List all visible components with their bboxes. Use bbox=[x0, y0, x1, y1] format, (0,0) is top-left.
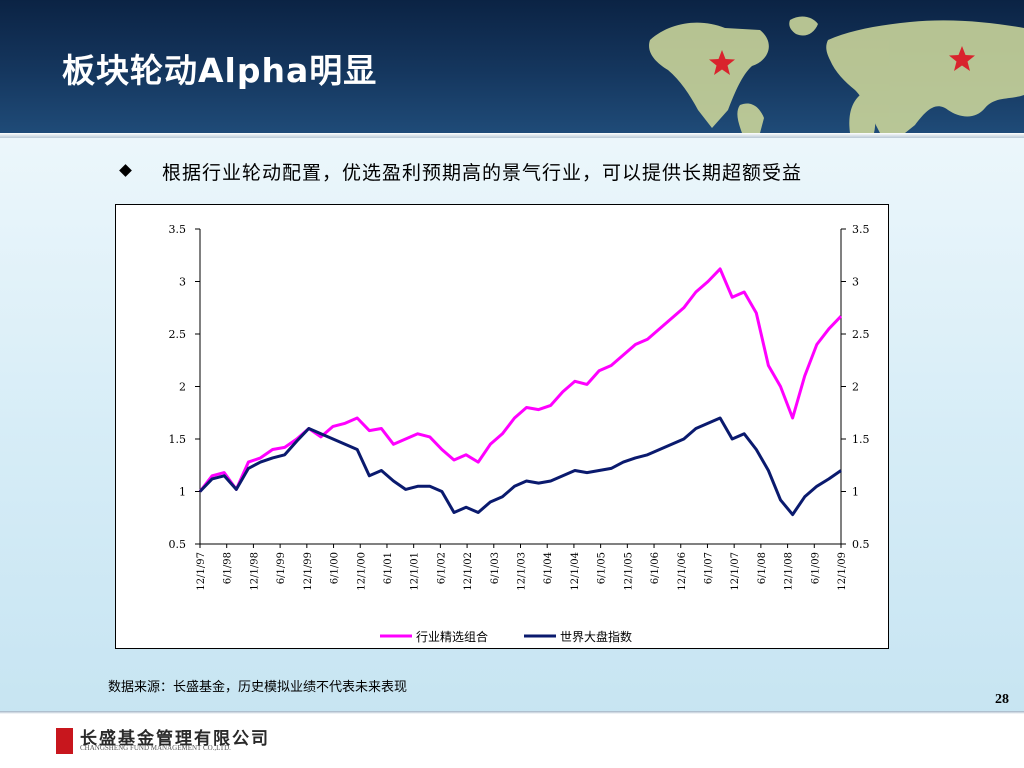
y2-tick-label: 2 bbox=[852, 381, 859, 394]
y-tick-label: 3.5 bbox=[169, 223, 187, 236]
y2-tick-label: 2.5 bbox=[852, 328, 870, 341]
footer-divider bbox=[0, 711, 1024, 714]
x-tick-label: 12/1/03 bbox=[517, 552, 528, 591]
y2-tick-label: 3.5 bbox=[852, 223, 870, 236]
x-tick-label: 6/1/00 bbox=[330, 552, 341, 584]
x-tick-label: 6/1/99 bbox=[276, 552, 287, 584]
source-note: 数据来源：长盛基金，历史模拟业绩不代表未来表现 bbox=[108, 680, 408, 695]
company-name-en: CHANGSHENG FUND MANAGEMENT CO.,LTD. bbox=[80, 744, 231, 752]
footer bbox=[0, 714, 1024, 768]
y2-tick-label: 1.5 bbox=[852, 433, 870, 446]
x-tick-label: 6/1/06 bbox=[650, 552, 661, 584]
x-tick-label: 6/1/01 bbox=[383, 552, 394, 584]
x-tick-label: 6/1/08 bbox=[757, 552, 768, 584]
legend-label-2: 世界大盘指数 bbox=[560, 629, 632, 644]
page-number: 28 bbox=[995, 692, 1009, 707]
header-divider bbox=[0, 133, 1024, 138]
y-tick-label: 2.5 bbox=[169, 328, 187, 341]
x-tick-label: 12/1/02 bbox=[463, 552, 474, 591]
x-tick-label: 6/1/05 bbox=[597, 552, 608, 584]
legend-label-1: 行业精选组合 bbox=[416, 629, 488, 644]
company-logo-icon bbox=[56, 728, 73, 754]
bullet-text: 根据行业轮动配置，优选盈利预期高的景气行业，可以提供长期超额受益 bbox=[162, 162, 803, 184]
x-tick-label: 6/1/03 bbox=[490, 552, 501, 584]
star-icon bbox=[709, 46, 975, 75]
y2-tick-label: 1 bbox=[852, 486, 859, 499]
series-line-2 bbox=[198, 416, 842, 517]
chart-frame: 0.5 1 1.5 2 2.5 3 3.5 0.5 1 1.5 2 2.5 3 3.5 12/1/97 6/1… bbox=[115, 204, 889, 649]
x-tick-label: 12/1/04 bbox=[570, 552, 581, 591]
header-banner: 板块轮动Alpha明显 bbox=[0, 0, 1024, 133]
x-tick-label: 12/1/98 bbox=[249, 552, 260, 591]
x-tick-label: 12/1/97 bbox=[196, 552, 207, 591]
y-tick-label: 0.5 bbox=[169, 538, 187, 551]
x-tick-label: 6/1/02 bbox=[436, 552, 447, 584]
x-tick-label: 6/1/04 bbox=[543, 552, 554, 584]
page-title: 板块轮动Alpha明显 bbox=[62, 51, 378, 90]
world-map-graphic bbox=[649, 16, 1024, 133]
x-tick-label: 12/1/08 bbox=[784, 552, 795, 591]
y-tick-label: 3 bbox=[179, 276, 186, 289]
diamond-bullet-icon bbox=[119, 164, 132, 177]
x-tick-label: 12/1/06 bbox=[677, 552, 688, 591]
x-tick-label: 12/1/09 bbox=[837, 552, 848, 591]
y2-tick-label: 3 bbox=[852, 276, 859, 289]
line-chart: 0.5 1 1.5 2 2.5 3 3.5 0.5 1 1.5 2 2.5 3 3.5 12/1/97 6/1… bbox=[169, 223, 870, 644]
x-tick-label: 12/1/05 bbox=[623, 552, 634, 591]
x-tick-label: 6/1/98 bbox=[223, 552, 234, 584]
x-tick-label: 12/1/99 bbox=[303, 552, 314, 591]
x-tick-label: 12/1/00 bbox=[356, 552, 367, 591]
x-tick-label: 6/1/07 bbox=[703, 552, 714, 584]
x-tick-label: 12/1/07 bbox=[730, 552, 741, 591]
x-tick-label: 6/1/09 bbox=[810, 552, 821, 584]
company-name: 长盛基金管理有限公司 bbox=[80, 729, 270, 749]
y-tick-label: 1 bbox=[179, 486, 186, 499]
y-tick-label: 2 bbox=[179, 381, 186, 394]
y2-tick-label: 0.5 bbox=[852, 538, 870, 551]
x-tick-label: 12/1/01 bbox=[410, 552, 421, 591]
y-tick-label: 1.5 bbox=[169, 433, 187, 446]
series-line-1 bbox=[198, 267, 843, 493]
